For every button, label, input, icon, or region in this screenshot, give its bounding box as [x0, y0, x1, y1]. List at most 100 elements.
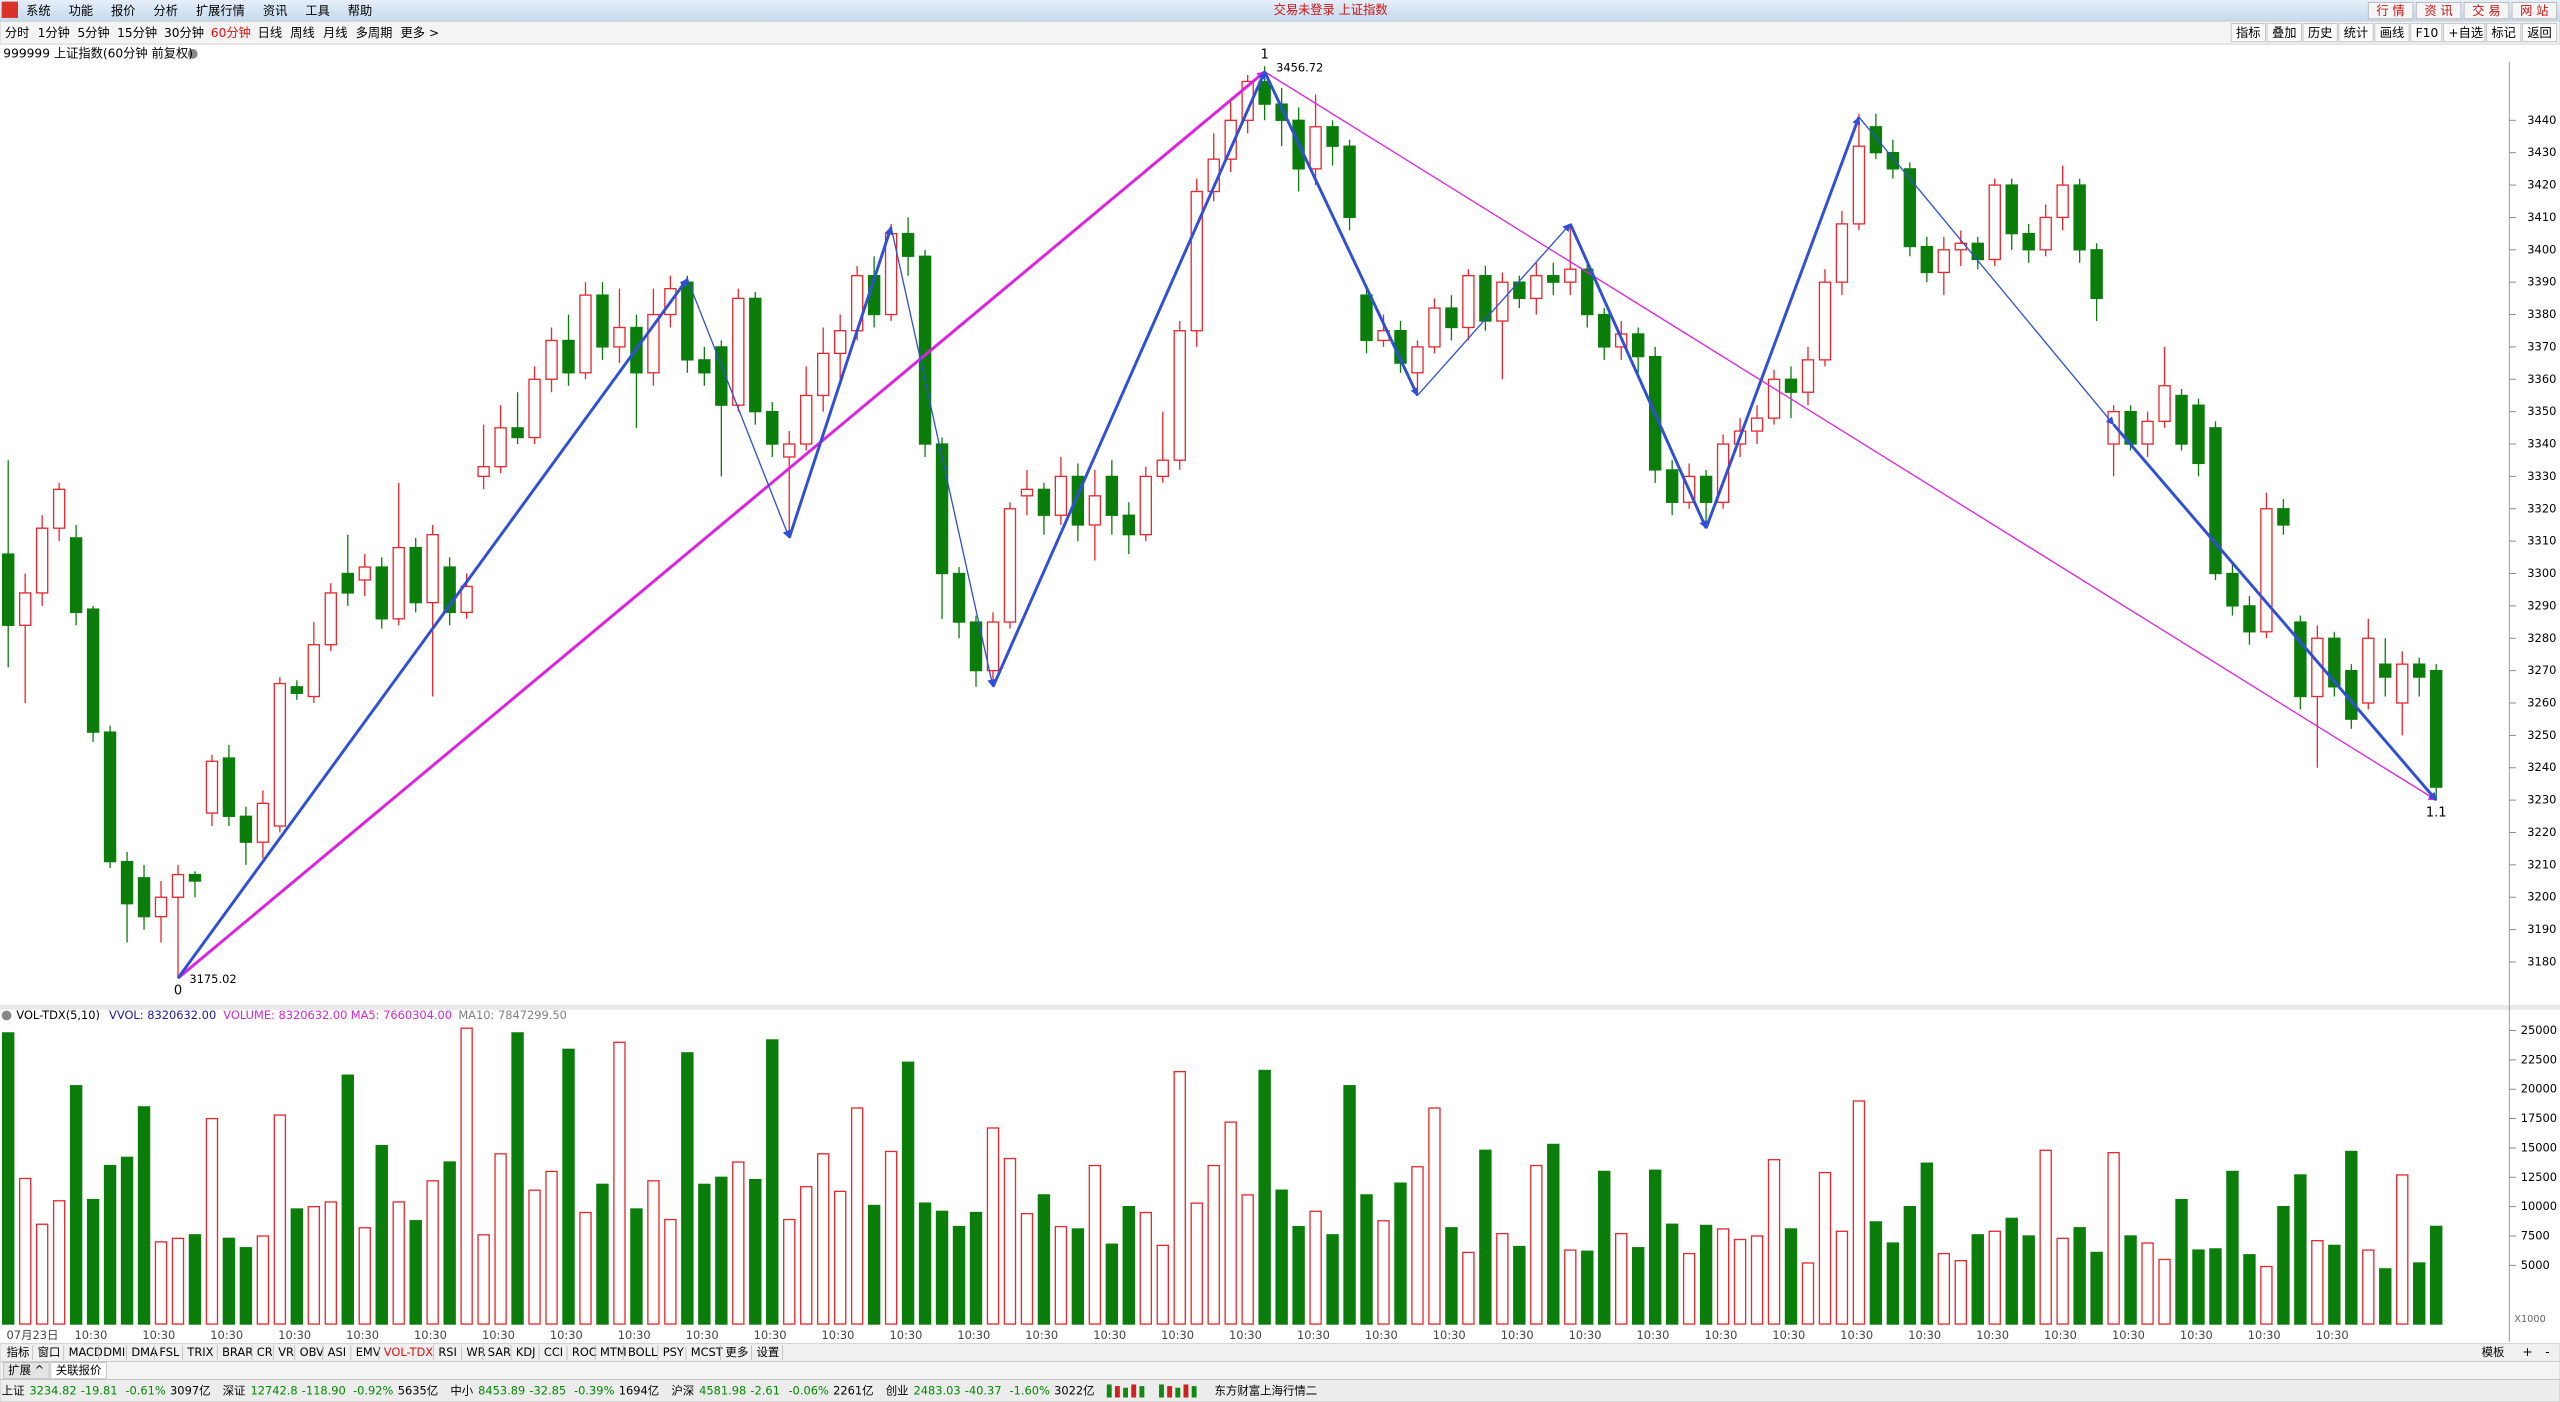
indicator-tab[interactable]: EMV: [356, 1345, 381, 1359]
tool-button-label[interactable]: +自选: [2448, 26, 2483, 40]
y-tick-label: 3210: [2527, 857, 2556, 871]
period-tab[interactable]: 60分钟: [211, 25, 251, 40]
indicator-tab[interactable]: MTM: [600, 1345, 627, 1359]
title-bar: [0, 0, 2560, 22]
indicator-tab[interactable]: CR: [257, 1345, 273, 1359]
menu-item[interactable]: 报价: [111, 3, 135, 18]
tool-button[interactable]: [2374, 23, 2410, 43]
period-tab[interactable]: 15分钟: [117, 25, 157, 40]
tool-button[interactable]: [2443, 23, 2486, 43]
candle-body: [120, 860, 134, 905]
top-button[interactable]: [2511, 2, 2558, 20]
period-tab[interactable]: 5分钟: [77, 25, 109, 40]
menu-item[interactable]: 工具: [305, 4, 329, 18]
tool-button[interactable]: [2522, 23, 2558, 43]
top-button[interactable]: [2367, 2, 2414, 20]
indicator-tab[interactable]: WR: [466, 1345, 485, 1359]
menu-item[interactable]: 资讯: [263, 4, 287, 18]
period-tab[interactable]: 30分钟: [164, 25, 204, 40]
tool-button-label[interactable]: 历史: [2308, 26, 2332, 40]
menu-item[interactable]: 系统: [26, 4, 50, 18]
indicator-tab[interactable]: DMI: [103, 1345, 125, 1359]
tool-button-label[interactable]: 画线: [2380, 26, 2404, 40]
volume-bar: [1733, 1238, 1747, 1325]
top-button-label[interactable]: 交 易: [2472, 3, 2500, 18]
volume-bar: [1581, 1250, 1594, 1325]
indicator-tab[interactable]: ASI: [328, 1345, 346, 1359]
indicator-tab[interactable]: BOLL: [628, 1345, 658, 1359]
indicator-tab[interactable]: BRAR: [222, 1345, 253, 1359]
top-button-label[interactable]: 网 站: [2520, 4, 2548, 18]
volume-bar: [850, 1107, 864, 1325]
tool-button[interactable]: [2410, 23, 2443, 43]
indicator-tab[interactable]: CCI: [544, 1345, 563, 1359]
indicator-tab[interactable]: 设置: [756, 1345, 779, 1359]
top-button[interactable]: [2463, 2, 2510, 20]
tool-button-label[interactable]: 叠加: [2272, 26, 2296, 40]
vol-y-tick-label: 15000: [2521, 1140, 2557, 1154]
bottom-tab[interactable]: [2, 1362, 50, 1380]
zoom-button[interactable]: -: [2545, 1345, 2549, 1359]
indicator-tab[interactable]: MACD: [69, 1345, 103, 1359]
tool-button-label[interactable]: F10: [2416, 26, 2439, 40]
top-button[interactable]: [2415, 2, 2462, 20]
indicator-tab[interactable]: OBV: [300, 1345, 324, 1359]
indicator-tab[interactable]: MCST: [691, 1345, 723, 1359]
indicator-tab[interactable]: PSY: [663, 1345, 684, 1359]
volume-bar: [2260, 1265, 2273, 1325]
top-button-label[interactable]: 资 讯: [2424, 4, 2452, 18]
indicator-tab[interactable]: RSI: [438, 1345, 457, 1359]
bottom-tab[interactable]: [50, 1362, 107, 1380]
tool-button[interactable]: [2486, 23, 2522, 43]
candle-body: [1530, 275, 1543, 300]
indicator-tab[interactable]: 更多: [725, 1345, 748, 1359]
period-tab[interactable]: 日线: [258, 26, 282, 40]
period-tab[interactable]: 周线: [290, 26, 314, 40]
tool-button[interactable]: [2230, 23, 2266, 43]
x-tick-label: 10:30: [74, 1328, 107, 1342]
tool-button-label[interactable]: 返回: [2527, 26, 2551, 40]
period-tab[interactable]: 月线: [323, 26, 347, 40]
indicator-tab[interactable]: 指标: [7, 1345, 30, 1359]
indicator-tab[interactable]: VOL-TDX: [384, 1345, 434, 1359]
candle-body: [1462, 275, 1475, 329]
tool-button-label[interactable]: 标记: [2491, 26, 2515, 40]
indicator-tab[interactable]: ROC: [572, 1345, 597, 1359]
menu-item[interactable]: 帮助: [348, 4, 372, 18]
period-tab[interactable]: 多周期: [356, 26, 393, 40]
top-button-label[interactable]: 行 情: [2376, 4, 2404, 18]
tool-button-label[interactable]: 指标: [2236, 25, 2260, 40]
indicator-tab[interactable]: VR: [278, 1345, 294, 1359]
period-tab[interactable]: 1分钟: [38, 25, 70, 40]
volume-bar: [2090, 1251, 2103, 1325]
tool-button-label[interactable]: 统计: [2344, 26, 2368, 40]
indicator-tab[interactable]: SAR: [488, 1345, 511, 1359]
indicator-tab[interactable]: 窗口: [38, 1345, 61, 1359]
tool-button[interactable]: [2266, 23, 2302, 43]
volume-bar: [528, 1189, 541, 1325]
volume-bar: [2022, 1235, 2035, 1325]
zoom-button[interactable]: +: [2522, 1345, 2532, 1359]
x-tick-label: 07月23日: [7, 1328, 59, 1342]
indicator-tab[interactable]: KDJ: [516, 1345, 536, 1359]
bottom-tab-label[interactable]: 扩展 ^: [8, 1363, 44, 1377]
indicator-tab[interactable]: TRIX: [186, 1345, 213, 1359]
volume-bar: [969, 1211, 983, 1325]
indicator-tab[interactable]: DMA: [131, 1345, 158, 1359]
template-tab[interactable]: 模板: [2482, 1345, 2505, 1359]
candle-body: [1903, 168, 1917, 248]
volume-bar: [1937, 1252, 1951, 1325]
bottom-tab-label[interactable]: 关联报价: [56, 1363, 102, 1377]
y-tick-label: 3390: [2527, 275, 2556, 289]
candle-body: [1224, 119, 1237, 160]
menu-item[interactable]: 扩展行情: [196, 4, 245, 18]
period-tab[interactable]: 分时: [5, 26, 29, 40]
tool-button[interactable]: [2302, 23, 2338, 43]
tool-button[interactable]: [2338, 23, 2374, 43]
indicator-tab[interactable]: FSL: [159, 1345, 180, 1359]
menu-item[interactable]: 功能: [69, 4, 93, 18]
volume-bar: [2073, 1227, 2086, 1325]
period-tab[interactable]: 更多 >: [401, 26, 440, 40]
candle-body: [511, 427, 524, 439]
menu-item[interactable]: 分析: [154, 4, 178, 18]
